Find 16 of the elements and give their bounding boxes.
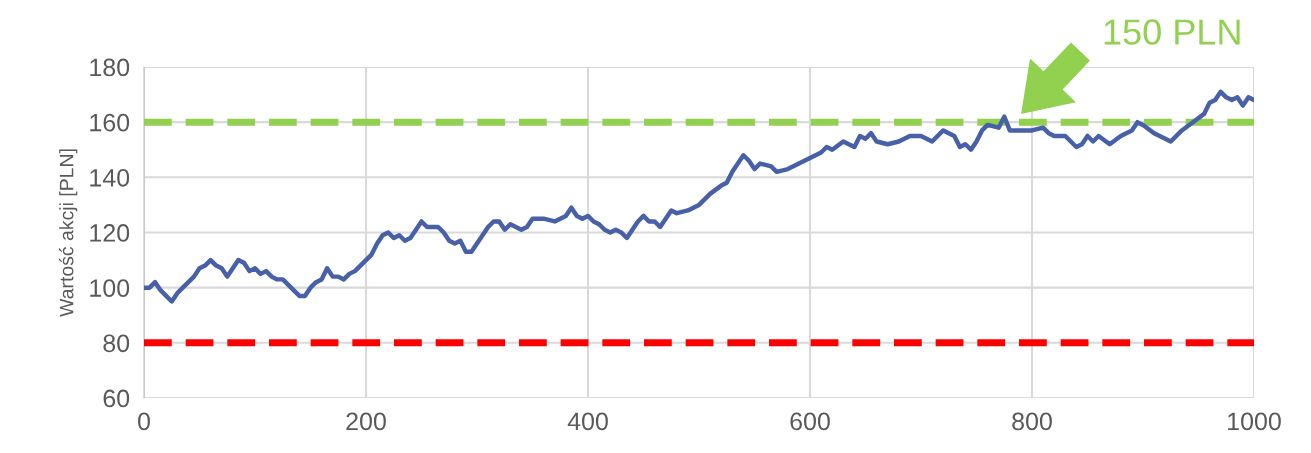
y-tick-label: 160 (90, 113, 130, 132)
y-tick-label: 120 (90, 224, 130, 242)
x-tick-label: 400 (567, 412, 608, 431)
line-series (144, 89, 1254, 304)
y-tick-label: 180 (90, 58, 130, 77)
y-tick-label: 100 (90, 279, 130, 297)
x-tick-label: 600 (790, 412, 830, 431)
y-axis-title: Wartość akcji [PLN] (58, 149, 78, 317)
y-tick-label: 140 (90, 168, 130, 187)
x-tick-label: 0 (138, 412, 150, 431)
text: 150 PLN (1104, 19, 1240, 45)
x-tick-label: 800 (1012, 412, 1052, 431)
x-tick-label: 200 (346, 412, 386, 431)
y-tick-label: 60 (103, 389, 130, 408)
x-tick-label: 1000 (1228, 412, 1281, 431)
y-tick-label: 80 (103, 334, 130, 353)
